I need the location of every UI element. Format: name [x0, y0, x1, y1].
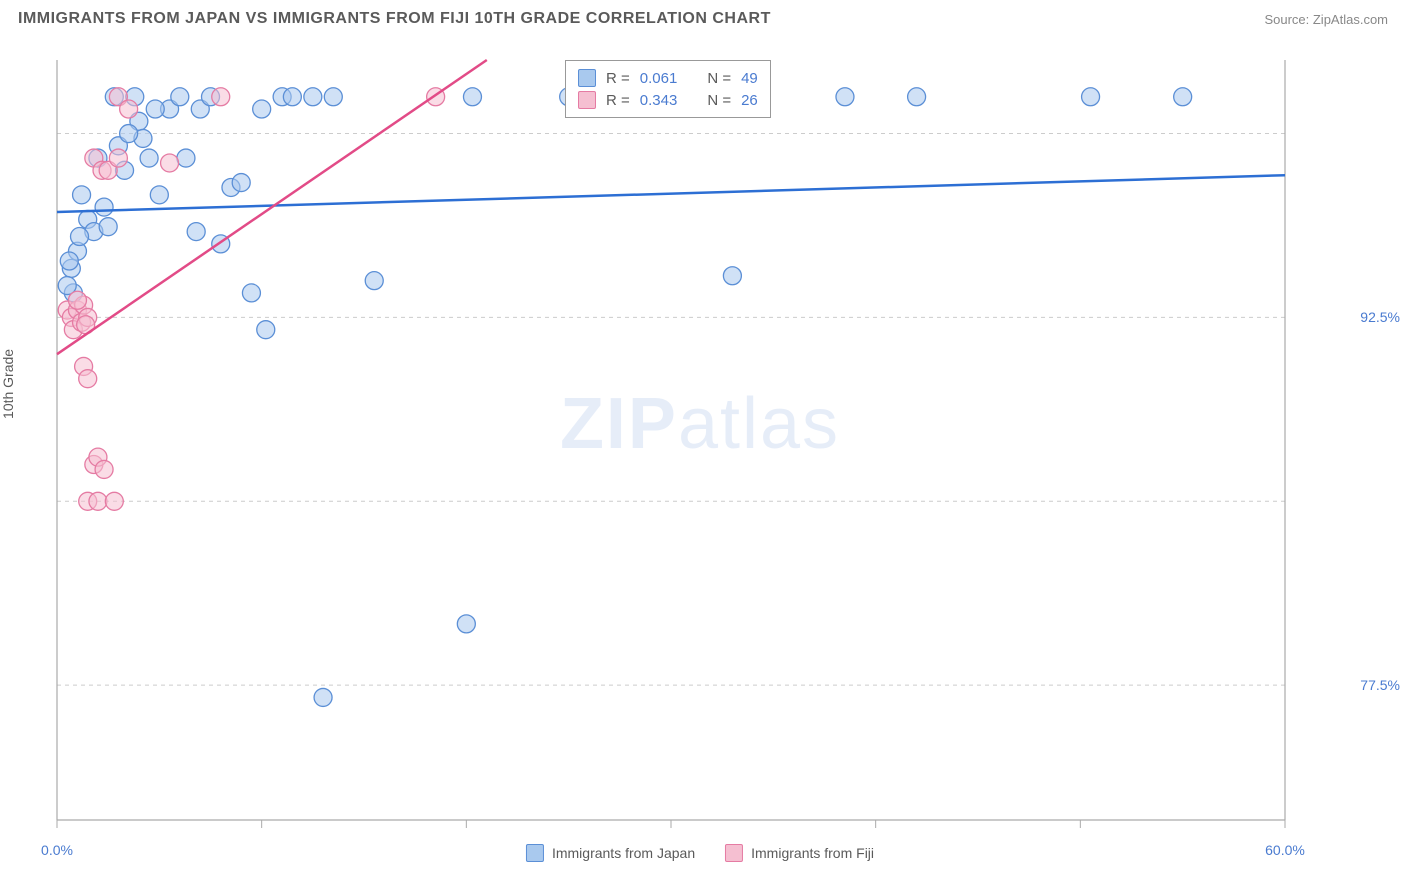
legend-label: Immigrants from Fiji — [751, 845, 874, 861]
y-tick-label: 77.5% — [1360, 677, 1400, 693]
y-tick-label: 92.5% — [1360, 309, 1400, 325]
stat-r-value: 0.061 — [640, 70, 678, 87]
stat-r-label: R = — [606, 70, 630, 87]
stat-n-label: N = — [707, 70, 731, 87]
legend-label: Immigrants from Japan — [552, 845, 695, 861]
legend-item: Immigrants from Japan — [526, 844, 695, 862]
stats-legend: R = 0.061 N = 49 R = 0.343 N = 26 — [565, 60, 771, 118]
x-tick-label: 0.0% — [41, 842, 73, 858]
stats-legend-row: R = 0.061 N = 49 — [578, 67, 758, 89]
legend-swatch — [578, 69, 596, 87]
source-label: Source: ZipAtlas.com — [1264, 12, 1388, 27]
stat-n-value: 26 — [741, 92, 758, 109]
y-axis-label: 10th Grade — [0, 349, 16, 419]
plot-area: ZIPatlas R =0.061N =49R =0.343N =26 Immi… — [55, 50, 1345, 830]
scatter-chart-svg — [55, 50, 1345, 830]
x-tick-label: 60.0% — [1265, 842, 1305, 858]
legend-item: Immigrants from Fiji — [725, 844, 874, 862]
stats-legend-row: R = 0.343 N = 26 — [578, 89, 758, 111]
chart-title: IMMIGRANTS FROM JAPAN VS IMMIGRANTS FROM… — [18, 10, 771, 28]
legend-swatch — [725, 844, 743, 862]
stat-n-value: 49 — [741, 70, 758, 87]
stat-r-label: R = — [606, 92, 630, 109]
legend-swatch — [578, 91, 596, 109]
legend-swatch — [526, 844, 544, 862]
stat-r-value: 0.343 — [640, 92, 678, 109]
stat-n-label: N = — [707, 92, 731, 109]
series-legend: Immigrants from Japan Immigrants from Fij… — [526, 844, 874, 862]
